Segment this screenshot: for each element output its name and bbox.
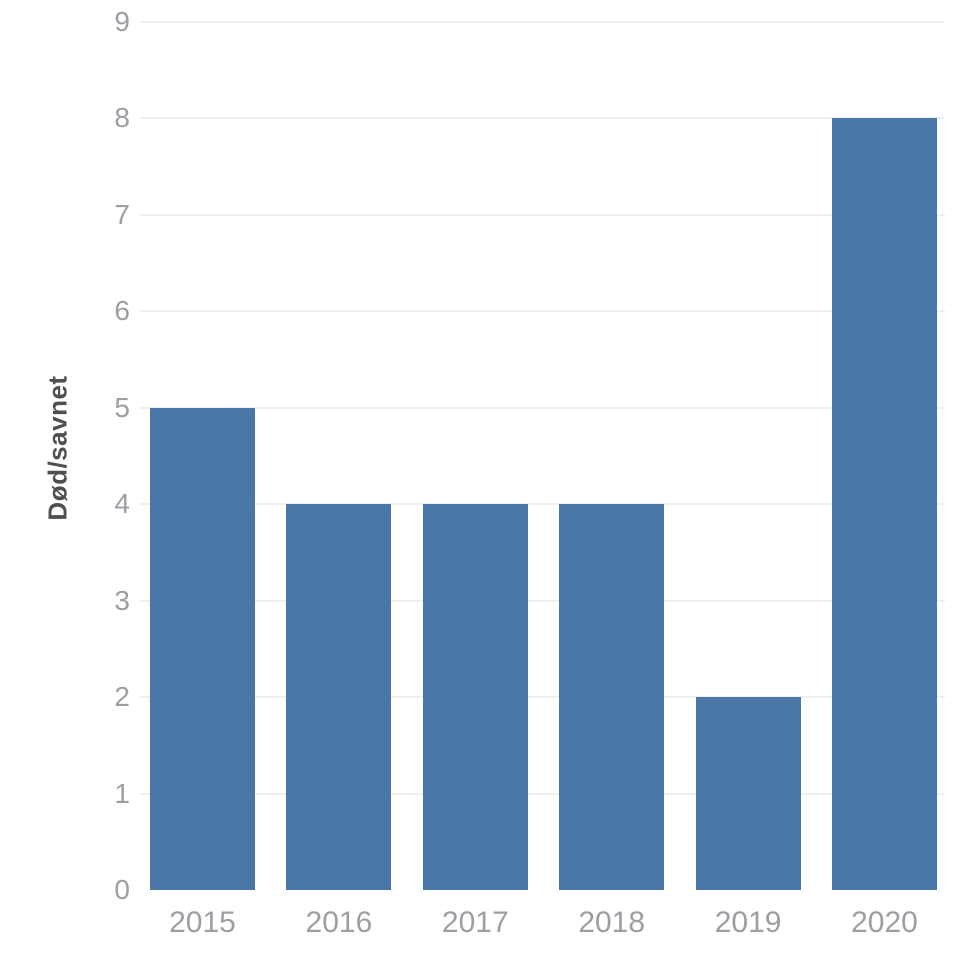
y-tick-label-2: 2 bbox=[114, 681, 130, 712]
y-tick-label-3: 3 bbox=[114, 584, 130, 616]
x-tick-label-2019: 2019 bbox=[714, 906, 782, 939]
gridline-6 bbox=[140, 310, 945, 312]
gridline-1 bbox=[140, 792, 945, 795]
bar-2018 bbox=[559, 504, 665, 890]
y-tick-label-0: 0 bbox=[114, 874, 130, 905]
y-tick-label-4: 4 bbox=[114, 488, 130, 519]
x-tick-label-2020: 2020 bbox=[851, 906, 918, 939]
bar-2019 bbox=[695, 697, 801, 890]
gridline-8 bbox=[140, 117, 945, 119]
x-tick-label-2016: 2016 bbox=[305, 906, 373, 939]
gridline-3 bbox=[140, 599, 945, 602]
y-tick-label-5: 5 bbox=[114, 391, 130, 423]
y-tick-label-1: 1 bbox=[114, 777, 130, 809]
y-tick-label-9: 9 bbox=[114, 5, 130, 37]
bar-2020 bbox=[832, 118, 937, 890]
bar-2017 bbox=[422, 504, 528, 890]
y-tick-label-8: 8 bbox=[114, 102, 130, 133]
gridline-9 bbox=[140, 20, 945, 23]
gridline-7 bbox=[140, 213, 945, 216]
x-tick-label-2018: 2018 bbox=[578, 906, 646, 939]
bar-2016 bbox=[286, 504, 392, 890]
y-axis-title: Død/savnet bbox=[42, 375, 73, 521]
bar-2015 bbox=[150, 407, 255, 890]
gridline-4 bbox=[140, 503, 945, 505]
gridline-2 bbox=[140, 696, 945, 698]
x-tick-label-2015: 2015 bbox=[169, 906, 236, 939]
y-tick-label-7: 7 bbox=[114, 198, 130, 230]
y-tick-label-6: 6 bbox=[114, 295, 130, 326]
x-tick-label-2017: 2017 bbox=[441, 906, 509, 939]
gridline-5 bbox=[140, 406, 945, 409]
